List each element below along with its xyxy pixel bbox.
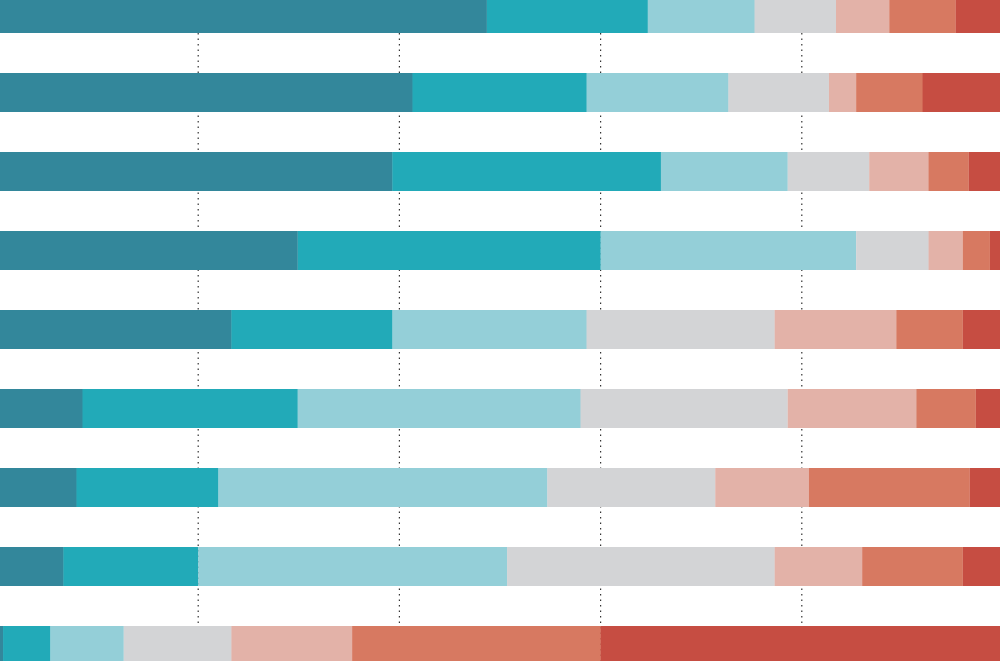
bar-segment — [660, 152, 788, 191]
bar-segment — [586, 73, 729, 112]
bar-segment — [715, 468, 809, 507]
bar-segment — [76, 468, 219, 507]
bar-segment — [962, 547, 1000, 586]
bar-segment — [0, 626, 4, 661]
bar-segment — [0, 389, 83, 428]
bar-segment — [580, 389, 788, 428]
bar-segment — [969, 468, 1000, 507]
bar-segment — [836, 0, 890, 33]
bar-segment — [989, 231, 1000, 270]
bar-segment — [0, 468, 77, 507]
bar-segment — [774, 547, 863, 586]
bar-segment — [0, 547, 64, 586]
bar-segment — [922, 73, 1000, 112]
bar-segment — [962, 231, 990, 270]
bar-segment — [869, 152, 929, 191]
bar-segment — [928, 152, 969, 191]
bar-segment — [297, 231, 601, 270]
bar-segment — [787, 152, 870, 191]
bar-segment — [975, 389, 1000, 428]
bar-segment — [586, 310, 775, 349]
bar-segment — [896, 310, 963, 349]
bar-segment — [962, 310, 1000, 349]
bar-segment — [231, 626, 353, 661]
bar-segment — [787, 389, 917, 428]
bar-segment — [486, 0, 648, 33]
bar-segment — [808, 468, 970, 507]
bar-segment — [600, 231, 857, 270]
bar-segment — [547, 468, 716, 507]
bar-segment — [928, 231, 963, 270]
bar-segment — [968, 152, 1000, 191]
bar-segment — [123, 626, 232, 661]
bar-segment — [198, 547, 508, 586]
bar-segment — [218, 468, 548, 507]
bar-segment — [297, 389, 581, 428]
bar-segment — [862, 547, 963, 586]
bar-segment — [856, 73, 923, 112]
bar-segment — [647, 0, 755, 33]
bar-segment — [63, 547, 199, 586]
bar-segment — [50, 626, 124, 661]
bar-segment — [507, 547, 775, 586]
bar-segment — [889, 0, 956, 33]
bar-segment — [231, 310, 393, 349]
bar-segment — [412, 73, 587, 112]
bar-segment — [0, 0, 487, 33]
bar-segment — [392, 152, 661, 191]
bar-segment — [728, 73, 829, 112]
bar-segment — [0, 231, 298, 270]
bar-segment — [774, 310, 897, 349]
bar-segment — [856, 231, 929, 270]
bar-segment — [352, 626, 601, 661]
bar-segment — [828, 73, 857, 112]
bar-segment — [392, 310, 587, 349]
bar-segment — [916, 389, 976, 428]
bar-segment — [0, 310, 232, 349]
bar-segment — [955, 0, 1000, 33]
bar-segment — [0, 152, 393, 191]
bar-segment — [754, 0, 837, 33]
bar-segment — [600, 626, 1000, 661]
bar-segment — [82, 389, 298, 428]
bar-segment — [3, 626, 51, 661]
bar-segment — [0, 73, 413, 112]
